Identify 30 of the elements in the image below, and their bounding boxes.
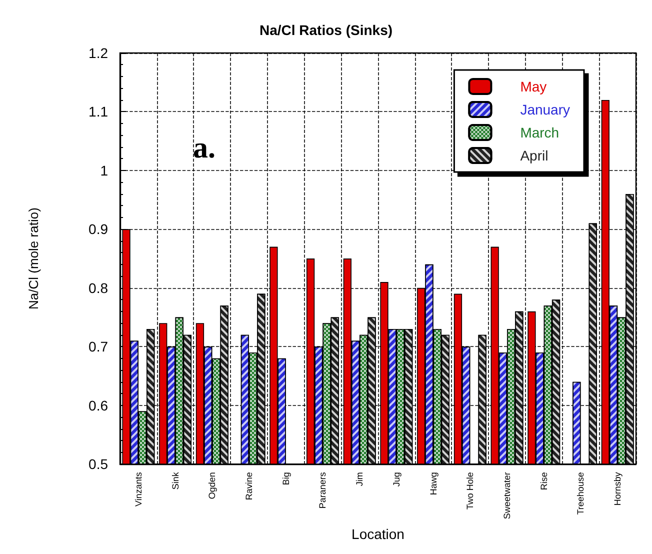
x-tick-label: Rise (538, 472, 549, 490)
x-tick-label: Hornsby (612, 472, 623, 506)
x-tick-label: Jug (391, 472, 402, 487)
y-tick-label: 1.1 (88, 104, 108, 120)
y-tick-label: 0.9 (88, 221, 108, 238)
y-axis-title: Na/Cl (mole ratio) (26, 208, 41, 310)
x-tick-label: Big (280, 472, 291, 486)
chart-title: Na/Cl Ratios (Sinks) (259, 22, 393, 38)
x-tick-label: Hawg (428, 472, 438, 496)
y-tick-label: 1 (100, 162, 108, 178)
legend-label: April (520, 148, 548, 164)
legend-label: March (520, 124, 560, 140)
x-tick-label: Treehouse (576, 472, 586, 515)
x-tick-label: Sweetwater (502, 472, 512, 520)
x-tick-label: Paraners (318, 472, 328, 509)
x-tick-label: Ravine (244, 472, 254, 500)
y-tick-label: 1.2 (88, 45, 108, 61)
y-tick-label: 0.8 (88, 280, 108, 296)
y-tick-label: 0.6 (88, 397, 108, 414)
y-tick-label: 0.7 (88, 338, 108, 355)
x-tick-label: Sink (170, 472, 180, 490)
x-tick-label: Ogden (207, 472, 218, 500)
legend-label: January (520, 102, 570, 118)
legend-label: May (520, 78, 547, 94)
annotation: a. (193, 132, 216, 164)
x-tick-label: Two Hole (465, 472, 476, 510)
x-tick-label: Vinzants (133, 472, 144, 506)
x-axis-title: Location (352, 526, 404, 542)
x-tick-label: Jim (354, 472, 365, 486)
y-tick-label: 0.5 (88, 456, 108, 472)
